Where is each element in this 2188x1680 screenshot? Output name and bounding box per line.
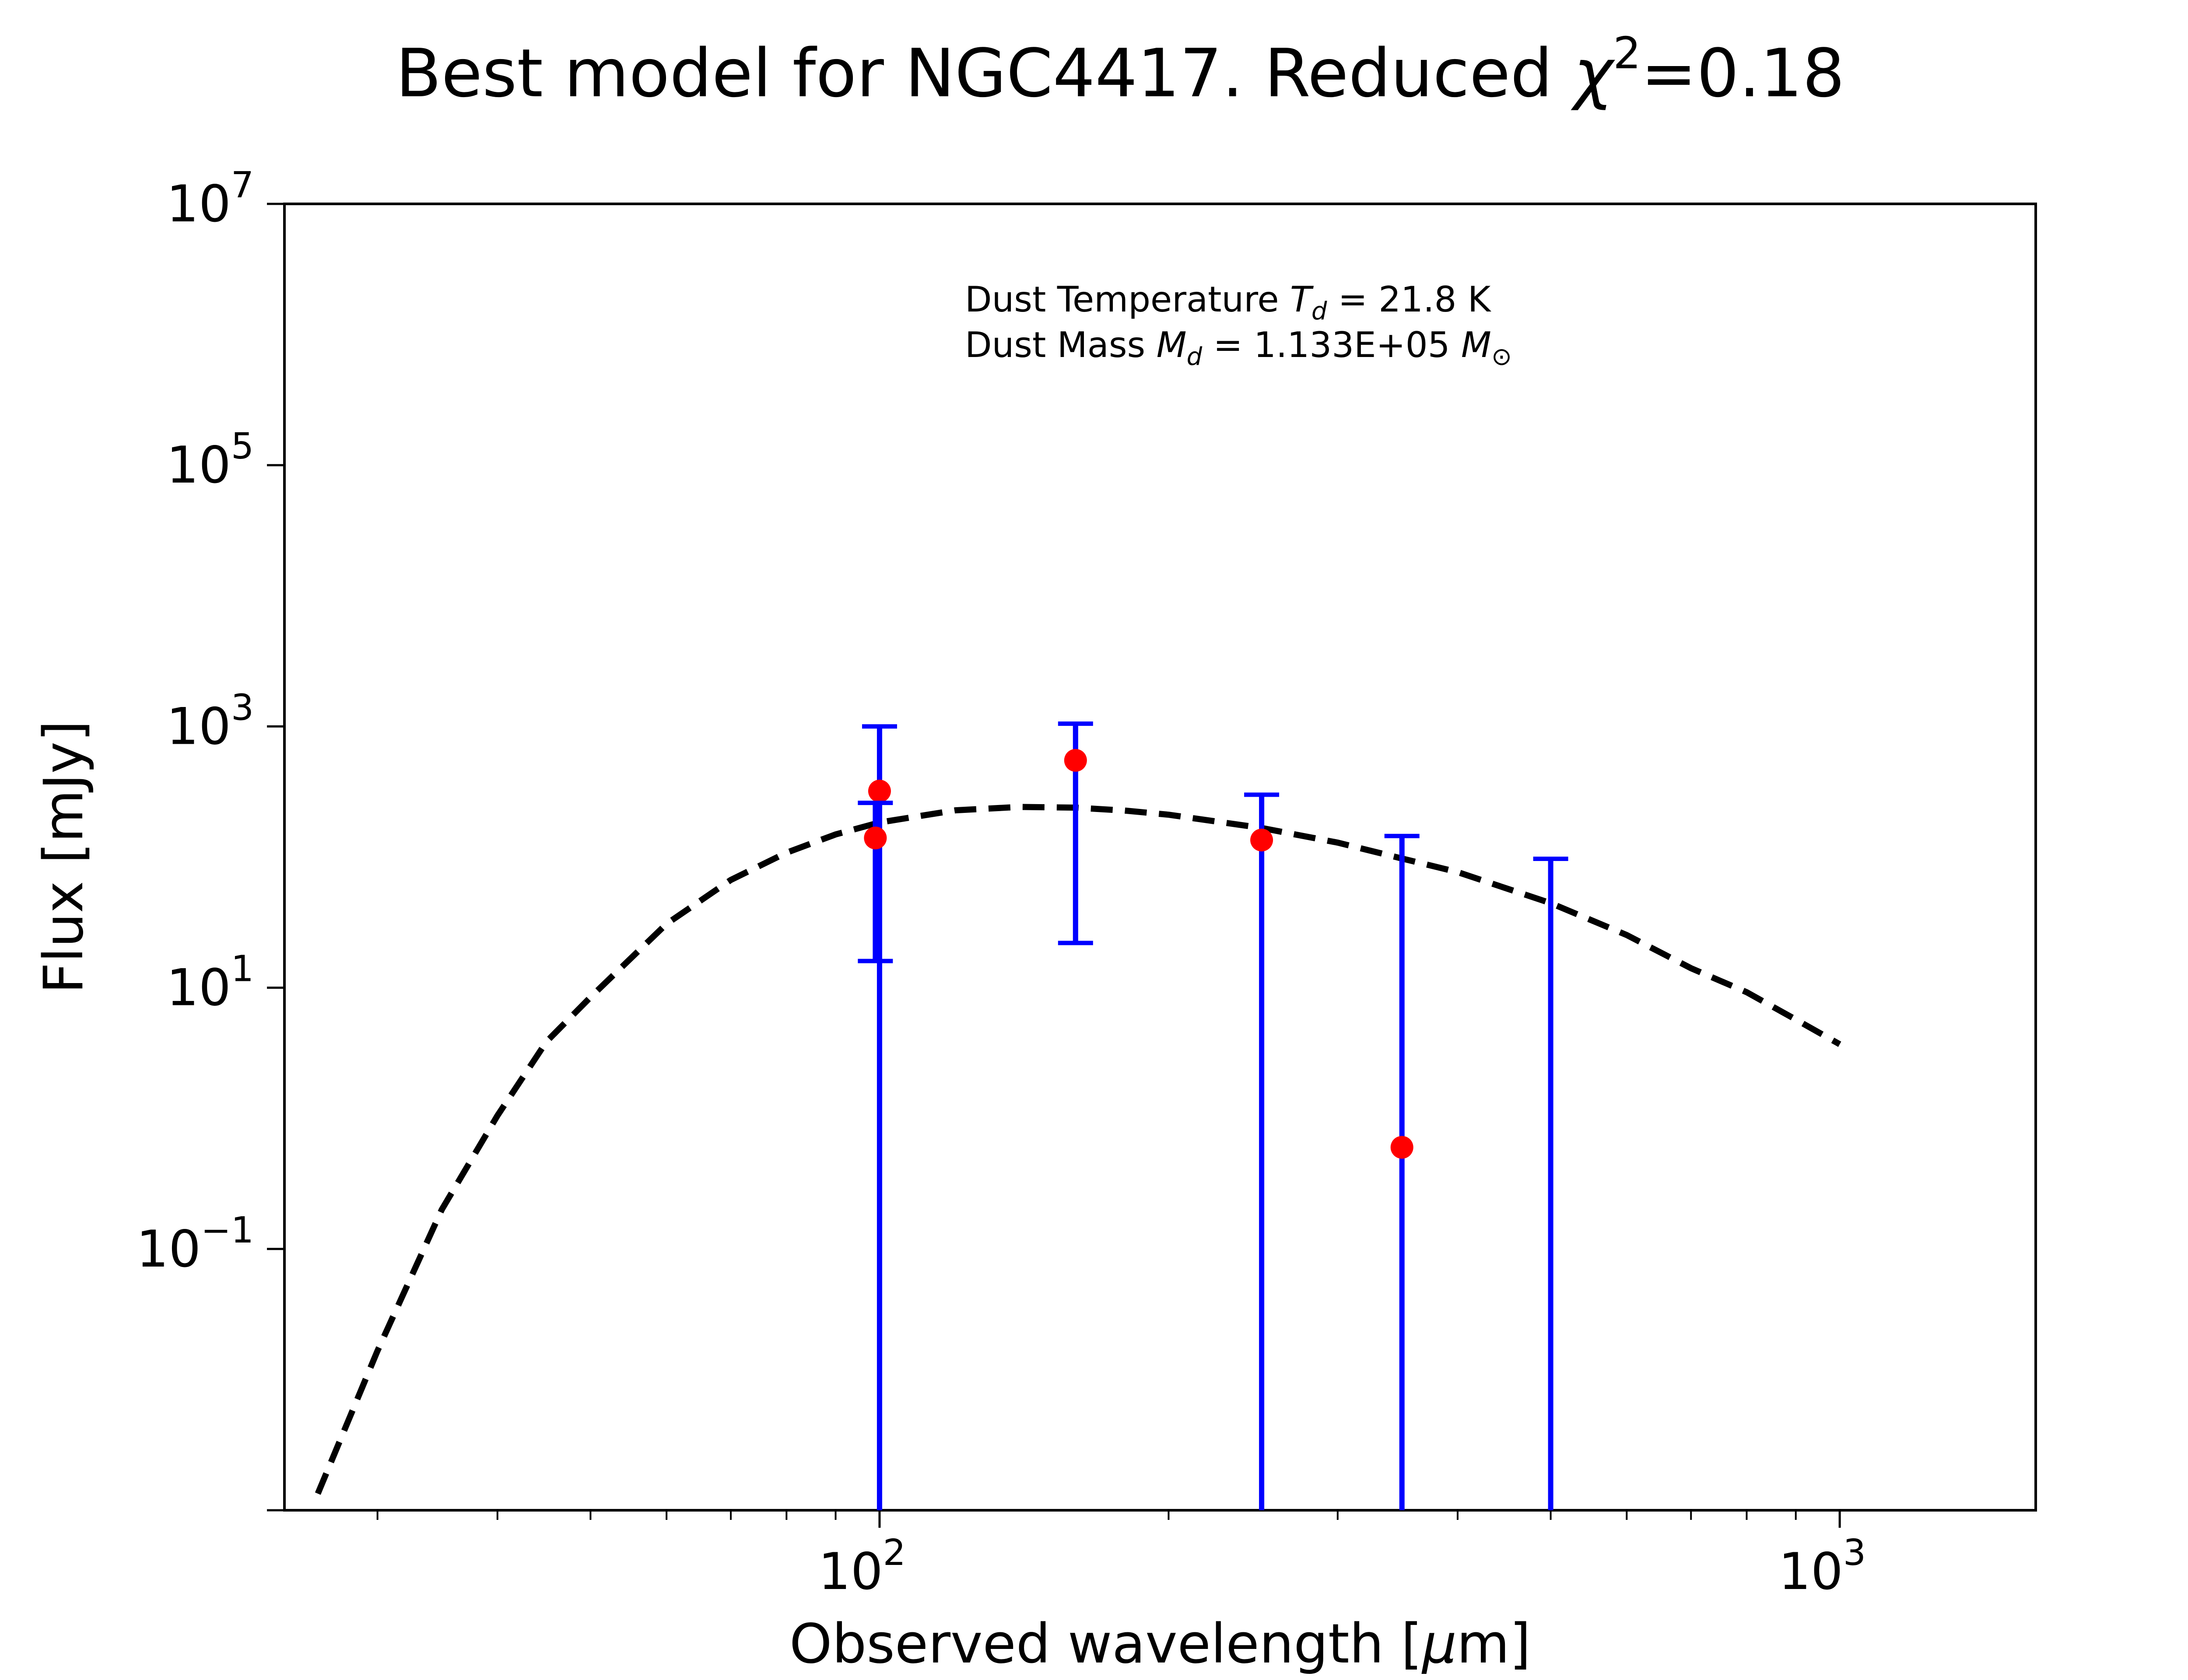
y-tick-label: 105 <box>166 426 254 495</box>
data-point <box>1390 1136 1413 1159</box>
data-point <box>864 826 887 850</box>
plot-frame <box>283 203 2037 1512</box>
x-axis-label: Observed wavelength [μm] <box>789 1613 1531 1676</box>
dust-mass-annotation: Dust Mass Md = 1.133E+05 M⊙ <box>965 325 1512 371</box>
x-tick-label: 103 <box>1778 1532 1866 1601</box>
model-layer <box>315 804 1841 1495</box>
data-point <box>1064 749 1087 772</box>
data-point <box>868 780 891 803</box>
observations-layer <box>858 721 1568 1510</box>
x-tick-label: 102 <box>818 1532 906 1601</box>
y-axis-label: Flux [mJy] <box>32 721 95 994</box>
data-point <box>1250 829 1273 852</box>
y-tick-label: 103 <box>166 687 254 756</box>
data-point-group <box>858 801 893 963</box>
data-point-group <box>1058 721 1093 945</box>
data-point-group <box>1533 856 1568 1510</box>
data-point-group <box>1384 833 1420 1510</box>
y-tick-label: 10−1 <box>137 1210 254 1279</box>
dust-temperature-annotation: Dust Temperature Td = 21.8 K <box>965 279 1492 326</box>
data-point-group <box>1244 792 1280 1510</box>
data-point-group <box>862 724 897 1510</box>
y-tick-label: 107 <box>166 164 254 234</box>
chart-title: Best model for NGC4417. Reduced χ2=0.18 <box>396 28 1844 112</box>
model-curve <box>315 804 1841 1495</box>
ticks-layer: 102 103 10−1 101 103 105 107 <box>137 164 1866 1601</box>
y-tick-label: 101 <box>166 948 254 1018</box>
